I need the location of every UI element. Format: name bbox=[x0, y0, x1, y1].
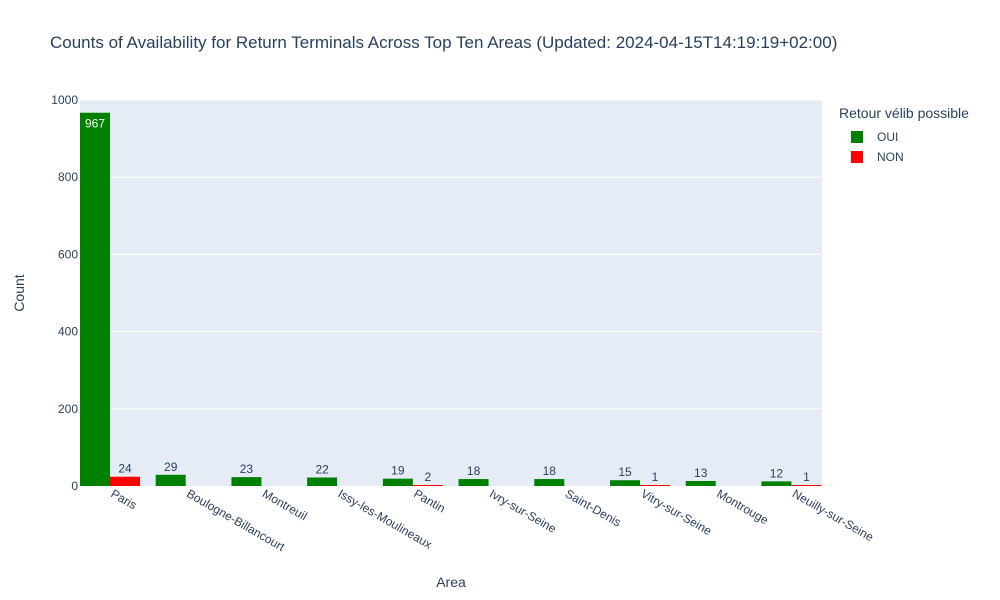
y-tick-label: 600 bbox=[58, 247, 78, 261]
bar-value-label: 15 bbox=[618, 465, 632, 479]
gridlines bbox=[80, 99, 822, 410]
x-tick-label: Neuilly-sur-Seine bbox=[790, 486, 876, 544]
legend-item-non[interactable]: NON bbox=[839, 147, 969, 167]
y-axis-ticks: 0 200 400 600 800 1000 bbox=[51, 93, 78, 493]
bar-oui-montreuil bbox=[231, 477, 262, 486]
bar-oui-issy-les-moulineaux bbox=[307, 477, 338, 486]
bar-value-label: 1 bbox=[803, 470, 810, 484]
legend-label: NON bbox=[877, 150, 904, 164]
legend-label: OUI bbox=[877, 130, 899, 144]
bar-oui-montrouge bbox=[685, 480, 716, 486]
y-tick-label: 800 bbox=[58, 170, 78, 184]
y-axis-title: Count bbox=[11, 274, 27, 311]
bar-value-label: 23 bbox=[240, 462, 254, 476]
bar-oui-paris bbox=[80, 112, 110, 486]
y-tick-label: 1000 bbox=[51, 93, 78, 107]
y-tick-label: 400 bbox=[58, 325, 78, 339]
bar-non-neuilly-sur-seine bbox=[791, 485, 822, 486]
bar-non-pantin bbox=[412, 485, 443, 486]
bar-oui-vitry-sur-seine bbox=[610, 480, 640, 486]
bar-oui-pantin bbox=[382, 478, 413, 486]
legend-title: Retour vélib possible bbox=[839, 105, 969, 121]
x-tick-label: Montrouge bbox=[714, 486, 771, 527]
chart-title: Counts of Availability for Return Termin… bbox=[50, 33, 838, 52]
legend-items: OUI NON bbox=[839, 127, 969, 167]
x-tick-label: Montreuil bbox=[260, 486, 310, 523]
legend: Retour vélib possible OUI NON bbox=[839, 105, 969, 167]
bar-value-label: 967 bbox=[85, 117, 105, 131]
bar-value-label: 1 bbox=[652, 470, 659, 484]
x-tick-label: Saint-Denis bbox=[563, 486, 624, 529]
bar-oui-saint-denis bbox=[534, 479, 565, 486]
bar-value-label: 19 bbox=[391, 464, 405, 478]
bars: 967 24 29 23 22 19 2 18 18 15 1 13 12 1 bbox=[80, 112, 822, 486]
x-axis-title: Area bbox=[436, 574, 466, 590]
bar-value-label: 2 bbox=[425, 470, 432, 484]
legend-item-oui[interactable]: OUI bbox=[839, 127, 969, 147]
x-tick-label: Pantin bbox=[411, 486, 447, 515]
bar-oui-ivry-sur-seine bbox=[458, 479, 489, 486]
bar-non-paris bbox=[110, 476, 140, 486]
x-tick-label: Paris bbox=[109, 486, 140, 512]
plot-area bbox=[80, 100, 822, 486]
x-tick-label: Vitry-sur-Seine bbox=[639, 486, 715, 538]
bar-non-vitry-sur-seine bbox=[640, 485, 670, 486]
legend-swatch bbox=[851, 131, 863, 143]
bar-value-label: 18 bbox=[543, 464, 557, 478]
bar-value-label: 22 bbox=[315, 463, 329, 477]
bar-oui-boulogne-billancourt bbox=[155, 474, 186, 486]
bar-oui-neuilly-sur-seine bbox=[761, 481, 792, 486]
bar-value-label: 29 bbox=[164, 460, 178, 474]
y-tick-label: 200 bbox=[58, 402, 78, 416]
x-tick-label: Ivry-sur-Seine bbox=[487, 486, 559, 536]
bar-value-label: 24 bbox=[118, 462, 132, 476]
legend-swatch bbox=[851, 151, 863, 163]
y-tick-label: 0 bbox=[71, 479, 78, 493]
bar-value-label: 12 bbox=[770, 466, 784, 480]
bar-value-label: 18 bbox=[467, 464, 481, 478]
bar-value-label: 13 bbox=[694, 466, 708, 480]
